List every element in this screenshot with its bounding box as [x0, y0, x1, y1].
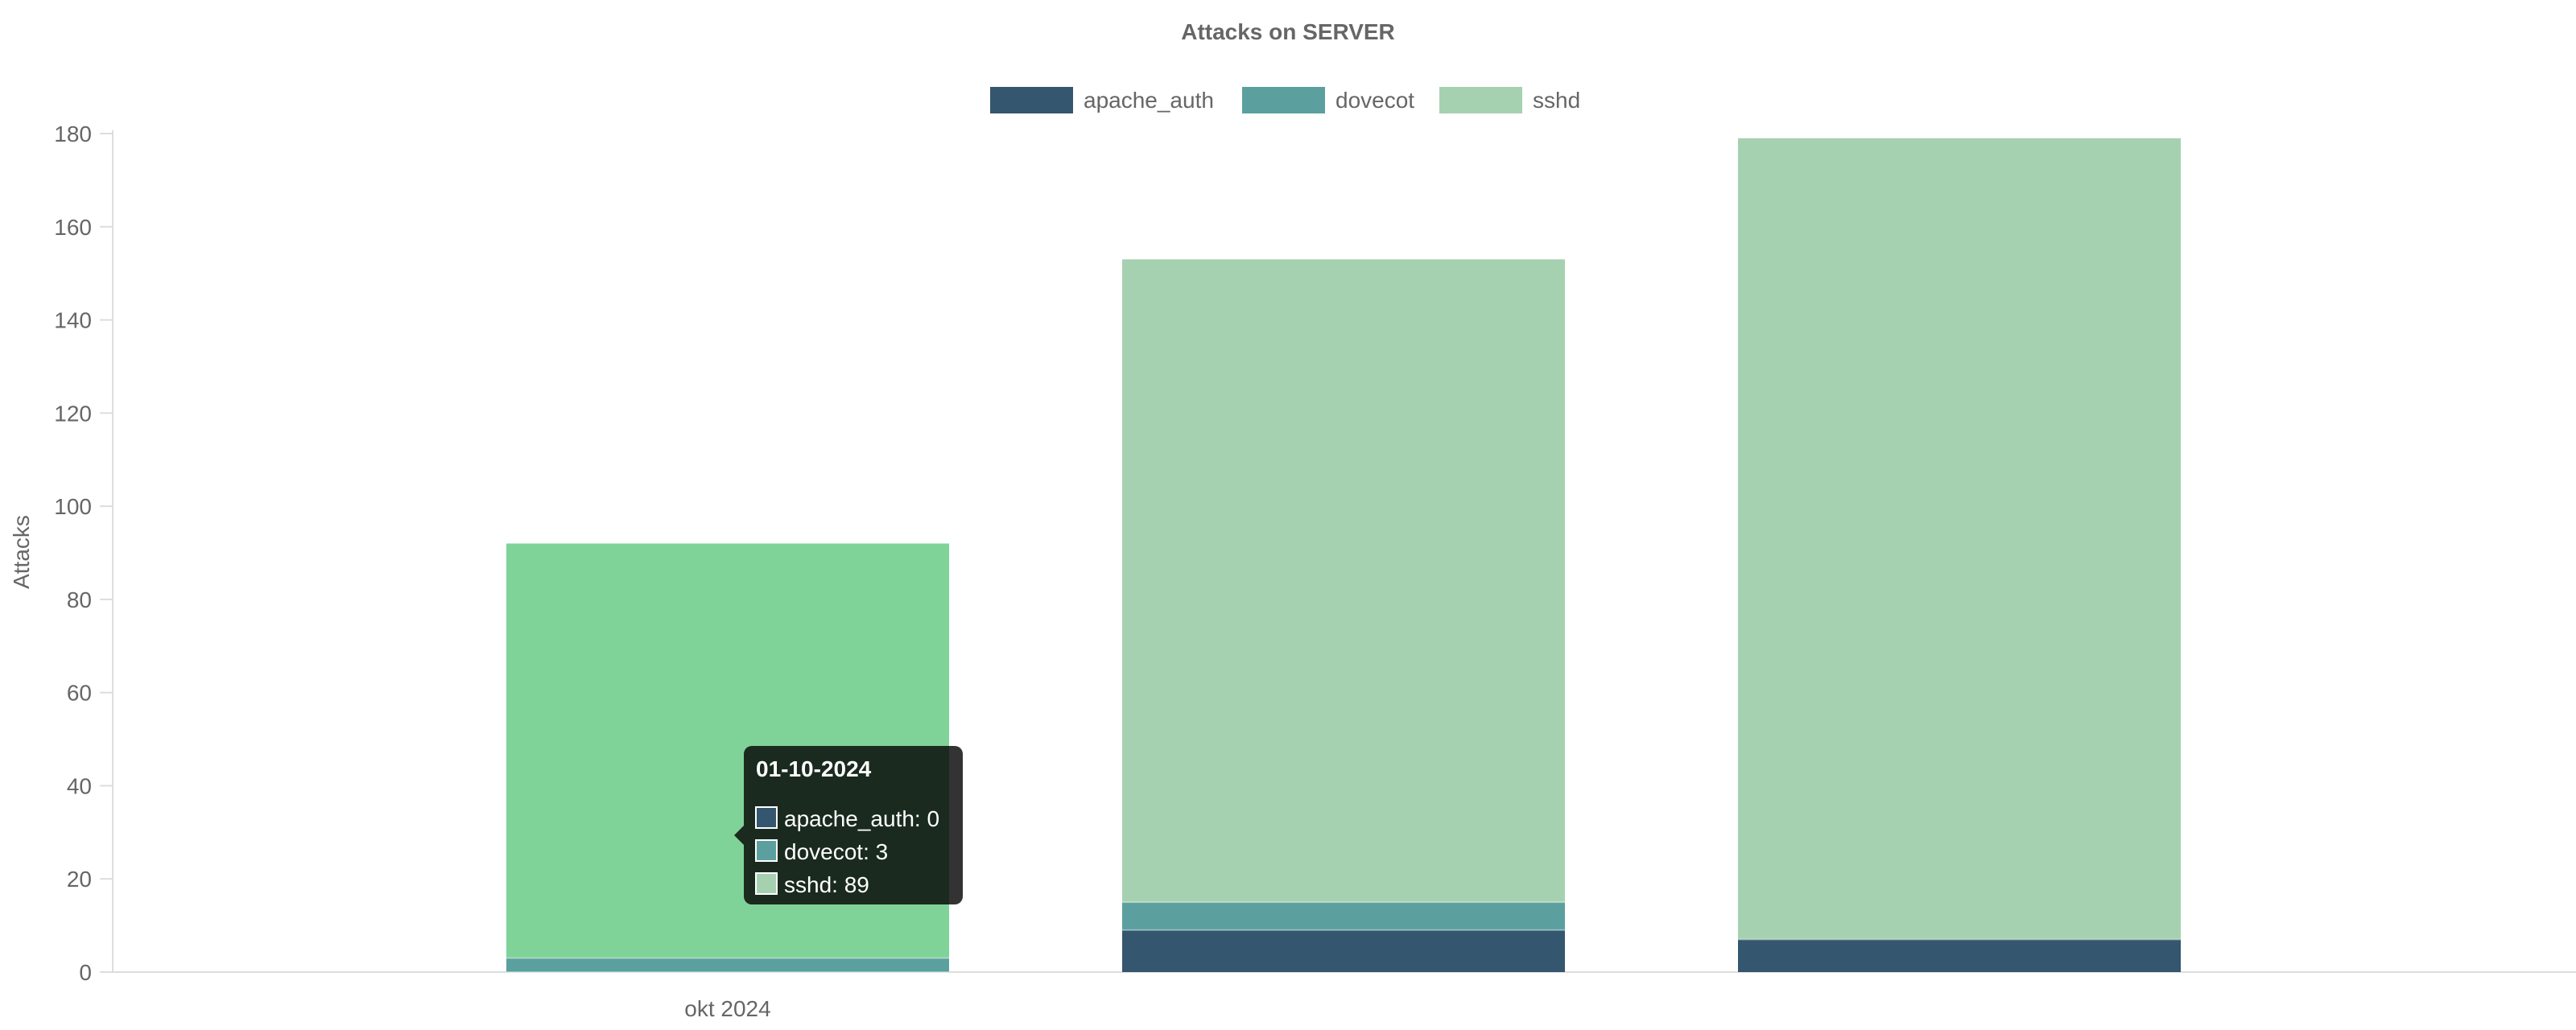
y-tick-label: 160 [54, 215, 92, 240]
tooltip-box [744, 746, 963, 904]
chart-title: Attacks on SERVER [1181, 19, 1395, 44]
y-tick-label: 60 [67, 681, 92, 706]
legend-swatch-apache_auth [990, 87, 1073, 113]
tooltip: 01-10-2024 apache_auth: 0 dovecot: 3 sshd: … [734, 746, 963, 904]
y-tick-label: 100 [54, 494, 92, 519]
y-tick-label: 180 [54, 122, 92, 146]
x-tick-label: okt 2024 [684, 996, 770, 1021]
y-tick-label: 0 [79, 960, 92, 985]
y-tick-label: 140 [54, 308, 92, 333]
y-tick-label: 20 [67, 867, 92, 892]
legend-label-apache_auth: apache_auth [1084, 88, 1214, 113]
y-tick-label: 120 [54, 401, 92, 426]
bar-dovecot-0 [506, 958, 949, 972]
tooltip-swatch-sshd [755, 872, 778, 895]
y-axis-title: Attacks [9, 515, 34, 589]
bar-apache_auth-2 [1738, 939, 2181, 972]
legend: apache_auth dovecot sshd [990, 87, 1580, 113]
tooltip-title: 01-10-2024 [756, 756, 872, 781]
y-tick-label: 40 [67, 773, 92, 798]
y-tick-label: 80 [67, 587, 92, 612]
legend-label-dovecot: dovecot [1335, 88, 1414, 113]
bar-apache_auth-1 [1122, 929, 1565, 972]
bar-sshd-2 [1738, 138, 2181, 940]
tooltip-line-apache_auth: apache_auth: 0 [784, 806, 939, 831]
bar-sshd-1 [1122, 259, 1565, 903]
tooltip-swatch-apache_auth [755, 806, 778, 829]
legend-swatch-dovecot [1242, 87, 1325, 113]
tooltip-swatch-dovecot [755, 839, 778, 862]
legend-swatch-sshd [1439, 87, 1522, 113]
legend-label-sshd: sshd [1533, 88, 1580, 113]
bar-dovecot-1 [1122, 902, 1565, 930]
tooltip-line-dovecot: dovecot: 3 [784, 839, 888, 864]
x-axis-labels: okt 2024 [684, 996, 770, 1021]
tooltip-caret [734, 826, 744, 845]
tooltip-line-sshd: sshd: 89 [784, 872, 869, 897]
